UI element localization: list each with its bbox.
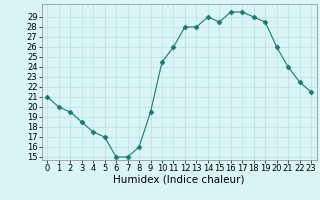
X-axis label: Humidex (Indice chaleur): Humidex (Indice chaleur) [114, 175, 245, 185]
